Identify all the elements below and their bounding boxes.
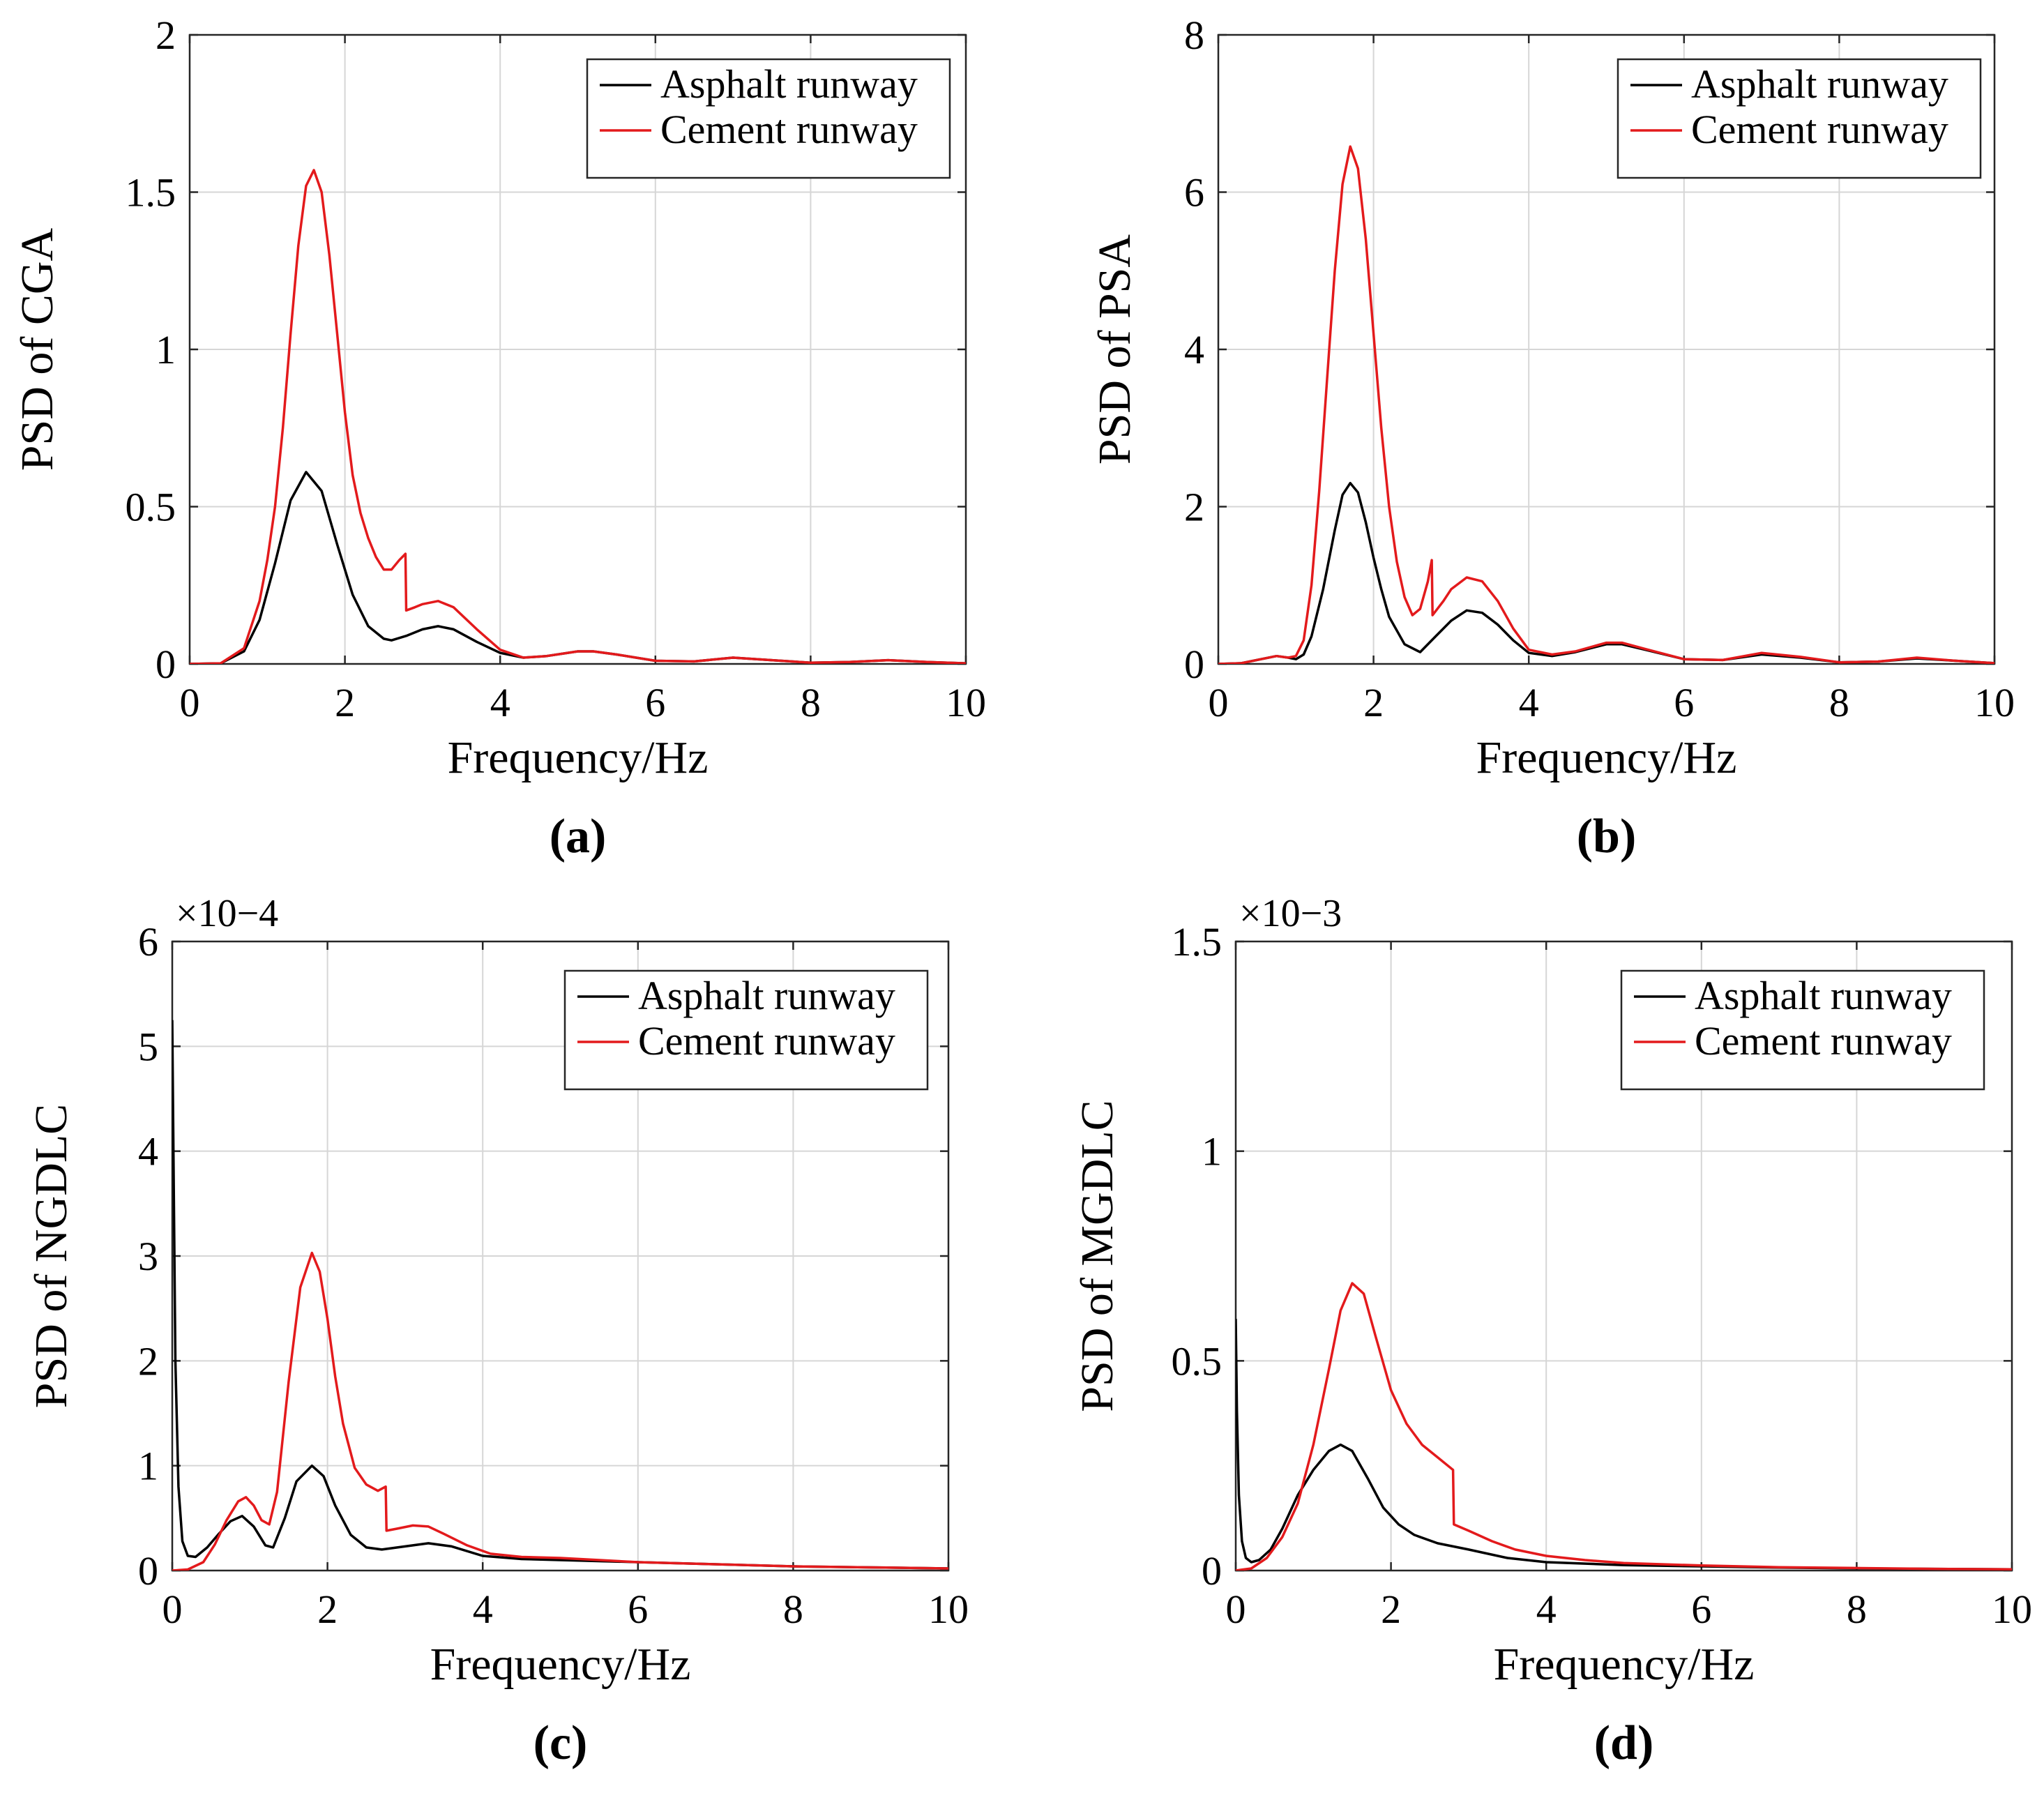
- x-axis-label: Frequency/Hz: [1476, 732, 1737, 783]
- x-tick-label: 0: [1226, 1587, 1246, 1632]
- legend-label-asphalt: Asphalt runway: [1691, 61, 1948, 107]
- x-tick-label: 0: [162, 1587, 183, 1632]
- y-tick-label: 4: [1184, 327, 1204, 372]
- x-tick-label: 10: [1974, 680, 2015, 725]
- y-tick-label: 2: [138, 1338, 158, 1384]
- legend-label-asphalt: Asphalt runway: [1695, 973, 1952, 1018]
- x-axis-label: Frequency/Hz: [1494, 1639, 1755, 1690]
- y-tick-label: 6: [138, 919, 158, 964]
- x-tick-label: 4: [490, 680, 510, 725]
- panel-d: 0 2 4 6 8 10 0 0.5 1 1.5 ×10−3 Frequency/Hz PSD of M…: [1072, 892, 2032, 1770]
- legend-box: [586, 58, 951, 179]
- legend-box: [563, 969, 929, 1091]
- series-line-cement: [172, 1251, 948, 1571]
- y-tick-label: 1: [1202, 1129, 1222, 1174]
- series-line-asphalt: [190, 471, 966, 664]
- panel-caption: (a): [550, 810, 607, 863]
- panel-b: 0 2 4 6 8 10 0 2 4 6 8 Frequency/Hz PSD of PSA (b) Asp…: [1089, 13, 2015, 863]
- x-tick-label: 2: [335, 680, 355, 725]
- legend-label-cement: Cement runway: [1695, 1018, 1952, 1064]
- series-line-asphalt: [1236, 1319, 2012, 1571]
- panel-c: 0 2 4 6 8 10 0 1 2 3 4 5 6 ×10−4 Frequency/Hz PSD of NG…: [26, 892, 969, 1770]
- y-tick-label: 1.5: [1172, 919, 1222, 964]
- axis-exponent-label: ×10−4: [176, 892, 278, 935]
- y-tick-label: 1: [156, 327, 176, 372]
- x-tick-label: 6: [645, 680, 665, 725]
- x-tick-label: 2: [317, 1587, 338, 1632]
- series-line-cement: [1236, 1282, 2012, 1571]
- x-tick-label: 10: [946, 680, 986, 725]
- y-tick-label: 3: [138, 1234, 158, 1279]
- x-tick-label: 2: [1363, 680, 1384, 725]
- y-tick-label: 6: [1184, 170, 1204, 215]
- y-tick-label: 1: [138, 1444, 158, 1489]
- panel-caption: (b): [1577, 810, 1637, 863]
- x-axis-label: Frequency/Hz: [448, 732, 709, 783]
- y-tick-label: 2: [1184, 485, 1204, 530]
- y-tick-label: 1.5: [126, 170, 176, 215]
- panel-a: 0 2 4 6 8 10 0 0.5 1 1.5 2 Frequency/Hz PSD of CGA (a…: [12, 13, 986, 863]
- x-tick-label: 6: [1674, 680, 1694, 725]
- legend-label-asphalt: Asphalt runway: [660, 61, 918, 107]
- y-tick-label: 8: [1184, 13, 1204, 58]
- x-tick-label: 10: [928, 1587, 969, 1632]
- series-line-cement: [1218, 145, 1994, 664]
- x-tick-label: 2: [1381, 1587, 1401, 1632]
- axis-exponent-label: ×10−3: [1239, 892, 1342, 935]
- panel-caption: (c): [533, 1716, 588, 1770]
- legend-box: [1620, 969, 1985, 1091]
- y-tick-label: 5: [138, 1024, 158, 1069]
- x-tick-label: 0: [180, 680, 200, 725]
- series-line-asphalt: [1218, 481, 1994, 664]
- series-line-cement: [190, 169, 966, 664]
- y-tick-label: 0: [156, 642, 176, 687]
- x-tick-label: 4: [1536, 1587, 1557, 1632]
- y-tick-label: 4: [138, 1129, 158, 1174]
- x-tick-label: 6: [1691, 1587, 1711, 1632]
- plot-frame: [1234, 940, 2013, 1572]
- series-line-asphalt: [172, 1020, 948, 1570]
- legend-box: [1617, 58, 1982, 179]
- y-tick-label: 0: [138, 1548, 158, 1594]
- x-tick-label: 4: [1519, 680, 1539, 725]
- panel-caption: (d): [1594, 1716, 1654, 1770]
- y-axis-label: PSD of CGA: [12, 227, 63, 471]
- x-tick-label: 8: [1829, 680, 1849, 725]
- y-tick-label: 0.5: [126, 485, 176, 530]
- y-tick-label: 0: [1202, 1548, 1222, 1594]
- legend-label-cement: Cement runway: [638, 1018, 895, 1064]
- x-tick-label: 4: [473, 1587, 493, 1632]
- y-tick-label: 0: [1184, 642, 1204, 687]
- legend-label-asphalt: Asphalt runway: [638, 973, 895, 1018]
- y-tick-label: 2: [156, 13, 176, 58]
- x-tick-label: 8: [783, 1587, 803, 1632]
- x-tick-label: 6: [628, 1587, 648, 1632]
- y-axis-label: PSD of MGDLC: [1072, 1100, 1123, 1412]
- y-axis-label: PSD of NGDLC: [26, 1104, 77, 1408]
- x-tick-label: 0: [1209, 680, 1229, 725]
- x-tick-label: 8: [1847, 1587, 1867, 1632]
- legend-label-cement: Cement runway: [1691, 107, 1948, 152]
- x-tick-label: 8: [801, 680, 821, 725]
- legend-label-cement: Cement runway: [660, 107, 918, 152]
- x-axis-label: Frequency/Hz: [430, 1639, 691, 1690]
- y-tick-label: 0.5: [1172, 1338, 1222, 1384]
- x-tick-label: 10: [1992, 1587, 2032, 1632]
- y-axis-label: PSD of PSA: [1089, 234, 1140, 464]
